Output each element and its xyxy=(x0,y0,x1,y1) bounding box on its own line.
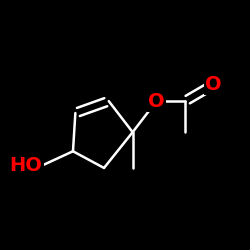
Text: HO: HO xyxy=(9,156,42,175)
Text: O: O xyxy=(148,92,165,111)
Text: O: O xyxy=(206,75,222,94)
